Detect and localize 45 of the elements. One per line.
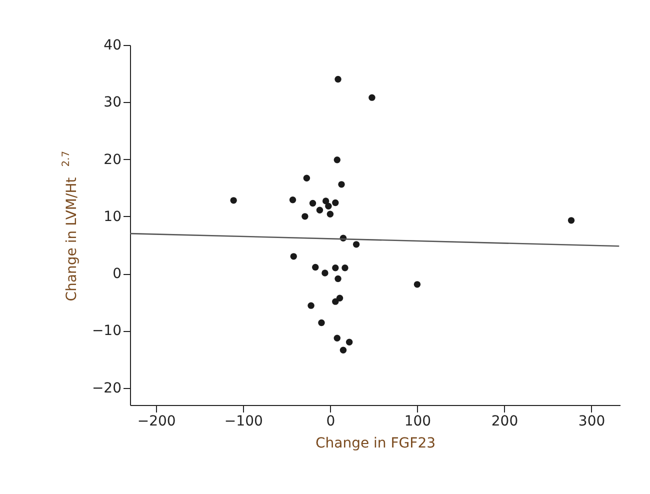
y-tick-label: −20 — [92, 380, 122, 396]
point — [332, 199, 339, 206]
point — [312, 264, 319, 271]
y-tick-label: −10 — [92, 323, 122, 340]
point — [334, 275, 342, 282]
point — [346, 338, 353, 346]
point — [334, 156, 340, 164]
point — [342, 264, 348, 272]
y-tick-label: 10 — [104, 208, 122, 225]
y-tick-label: 40 — [104, 38, 122, 54]
point — [318, 319, 325, 326]
point — [322, 270, 328, 276]
point — [414, 281, 421, 288]
point — [322, 198, 330, 204]
point — [230, 197, 237, 204]
point — [334, 334, 340, 342]
point — [289, 196, 296, 204]
point — [308, 302, 314, 309]
x-tick-label: 0 — [326, 414, 336, 430]
point — [352, 241, 360, 248]
point — [368, 94, 376, 101]
point — [290, 253, 297, 260]
y-axis-title: Change in LVM/Ht2.7 — [61, 150, 80, 302]
point — [336, 294, 344, 302]
point — [316, 206, 324, 214]
x-tick-label: 200 — [491, 414, 518, 430]
point — [309, 200, 316, 207]
point — [338, 181, 345, 188]
x-tick-label: 100 — [404, 414, 432, 430]
y-tick-label: 30 — [104, 94, 122, 111]
y-tick-label: 20 — [104, 152, 122, 168]
point — [326, 210, 334, 218]
point — [334, 76, 342, 83]
point — [340, 346, 347, 354]
point — [302, 213, 308, 220]
x-tick-label: −100 — [224, 414, 263, 430]
y-tick-label: 0 — [112, 266, 122, 282]
point — [332, 264, 339, 272]
point — [568, 217, 575, 224]
point — [325, 202, 332, 210]
x-axis-title: Change in FGF23 — [315, 436, 436, 452]
x-tick-label: 300 — [578, 414, 606, 430]
point — [303, 174, 310, 182]
x-tick-label: −200 — [137, 414, 176, 430]
point — [332, 298, 339, 305]
